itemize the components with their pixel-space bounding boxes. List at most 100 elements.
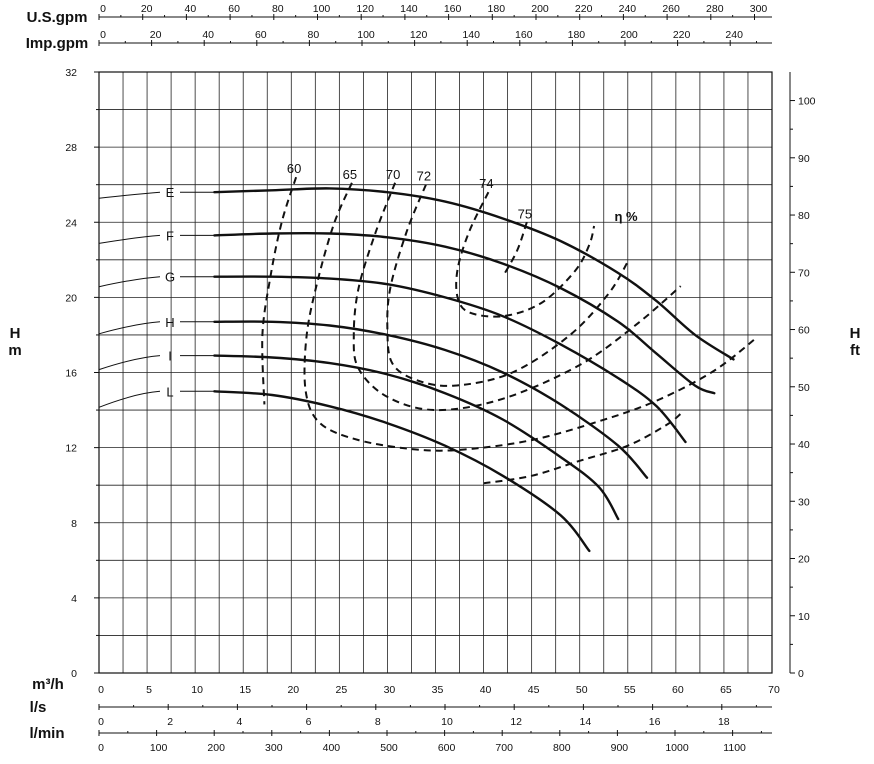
impgpm-tick-label: 40 [202, 29, 214, 41]
usgpm-tick-label: 100 [313, 3, 331, 15]
m3h-axis-label: m³/h [32, 676, 64, 693]
m3h-tick-label: 65 [720, 684, 732, 696]
lmin-tick-label: 800 [553, 742, 571, 754]
lmin-tick-label: 900 [611, 742, 629, 754]
usgpm-axis-label: U.S.gpm [27, 9, 88, 26]
leader-line-i [98, 355, 215, 371]
impgpm-tick-label: 240 [725, 29, 743, 41]
right-axis-label-top: H [850, 325, 861, 342]
ls-tick-label: 0 [98, 716, 104, 728]
m3h-tick-label: 40 [480, 684, 492, 696]
ls-tick-label: 12 [510, 716, 522, 728]
efficiency-label-65: 65 [343, 167, 357, 182]
lmin-tick-label: 0 [98, 742, 104, 754]
ls-axis-label: l/s [30, 699, 47, 716]
ls-tick-label: 2 [167, 716, 173, 728]
axes-layer: U.S.gpm 0 20 40 60 80 100 120 140 160 180 200 220 240… [8, 3, 860, 754]
ls-tick-label: 14 [580, 716, 592, 728]
usgpm-tick-label: 160 [444, 3, 462, 15]
impgpm-tick-label: 80 [308, 29, 320, 41]
left-tick-label: 16 [65, 368, 77, 380]
usgpm-tick-label: 80 [272, 3, 284, 15]
leader-line-l [98, 390, 215, 408]
efficiency-label-72: 72 [417, 169, 431, 184]
m3h-tick-label: 50 [576, 684, 588, 696]
efficiency-curve-74 [455, 191, 596, 318]
m3h-tick-label: 25 [336, 684, 348, 696]
m3h-tick-label: 20 [287, 684, 299, 696]
right-tick-label: 50 [798, 382, 810, 394]
usgpm-tick-label: 240 [619, 3, 637, 15]
left-tick-label: 32 [65, 67, 77, 79]
curve-label-f: F [166, 228, 174, 243]
usgpm-tick-label: 120 [356, 3, 374, 15]
efficiency-label-74: 74 [479, 176, 493, 191]
leader-line-h [98, 321, 215, 335]
curve-label-e: E [166, 185, 175, 200]
impgpm-tick-label: 20 [150, 29, 162, 41]
right-tick-label: 70 [798, 267, 810, 279]
curve-label-l: L [166, 384, 173, 399]
efficiency-curve-65 [303, 182, 759, 452]
left-axis-label-bottom: m [8, 342, 21, 359]
m3h-tick-label: 60 [672, 684, 684, 696]
efficiency-label-60: 60 [287, 161, 301, 176]
efficiency-label-75: 75 [518, 206, 532, 221]
usgpm-tick-label: 140 [400, 3, 418, 15]
lmin-tick-label: 500 [380, 742, 398, 754]
ls-tick-label: 18 [718, 716, 730, 728]
efficiency-curve-72 [386, 184, 629, 387]
left-axis-label-top: H [10, 325, 21, 342]
left-tick-label: 24 [65, 217, 77, 229]
ls-tick-label: 8 [375, 716, 381, 728]
impgpm-tick-label: 140 [462, 29, 480, 41]
right-axis-label-bottom: ft [850, 342, 860, 359]
m3h-tick-label: 0 [98, 684, 104, 696]
right-tick-label: 100 [798, 96, 816, 108]
curve-label-i: I [168, 349, 172, 364]
head-curve-h [213, 320, 649, 479]
m3h-tick-label: 70 [768, 684, 780, 696]
right-tick-label: 0 [798, 668, 804, 680]
impgpm-tick-label: 60 [255, 29, 267, 41]
head-curve-l [213, 390, 591, 553]
efficiency-unit-label: η % [614, 209, 638, 224]
ls-tick-label: 6 [306, 716, 312, 728]
usgpm-tick-label: 280 [706, 3, 724, 15]
efficiency-curve-70 [352, 182, 682, 412]
left-tick-label: 12 [65, 443, 77, 455]
usgpm-tick-label: 180 [488, 3, 506, 15]
lmin-tick-label: 600 [438, 742, 456, 754]
right-tick-label: 90 [798, 153, 810, 165]
ls-tick-label: 4 [236, 716, 242, 728]
head-curve-g [213, 275, 687, 444]
head-curve-f [213, 231, 716, 395]
right-tick-label: 80 [798, 210, 810, 222]
usgpm-tick-label: 300 [750, 3, 768, 15]
usgpm-tick-label: 260 [662, 3, 680, 15]
efficiency-curve-low [483, 413, 682, 485]
left-tick-label: 8 [71, 518, 77, 530]
right-tick-label: 60 [798, 325, 810, 337]
impgpm-tick-label: 160 [515, 29, 533, 41]
label-layer: E F G H I L 60 65 70 72 74 75 η % [165, 161, 638, 399]
usgpm-tick-label: 200 [531, 3, 549, 15]
impgpm-tick-label: 120 [410, 29, 428, 41]
head-curve-e [213, 187, 735, 361]
impgpm-tick-label: 200 [620, 29, 638, 41]
efficiency-layer [261, 176, 759, 485]
lmin-tick-label: 1000 [665, 742, 689, 754]
m3h-tick-label: 30 [384, 684, 396, 696]
leader-line-g [98, 276, 215, 288]
left-tick-label: 0 [71, 668, 77, 680]
ls-tick-label: 10 [441, 716, 453, 728]
usgpm-tick-label: 20 [141, 3, 153, 15]
m3h-tick-label: 45 [528, 684, 540, 696]
left-tick-label: 20 [65, 292, 77, 304]
leader-line-e [98, 191, 215, 199]
impgpm-tick-label: 0 [100, 29, 106, 41]
left-tick-label: 28 [65, 142, 77, 154]
m3h-tick-label: 5 [146, 684, 152, 696]
usgpm-tick-label: 0 [100, 3, 106, 15]
